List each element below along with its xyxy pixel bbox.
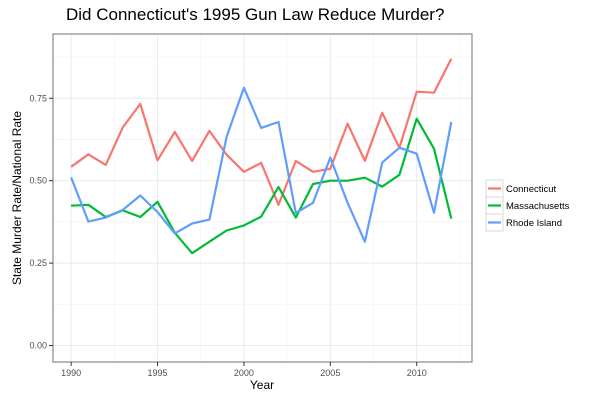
x-axis: 1990 1995 2000 2005 2010 [61, 362, 427, 378]
data-lines [70, 58, 453, 255]
x-tick-label: 2000 [234, 368, 254, 378]
x-axis-title: Year [250, 378, 274, 392]
y-tick-label: 0.25 [29, 258, 47, 268]
x-tick-label: 2005 [320, 368, 340, 378]
legend: Connecticut Massachusetts Rhode Island [485, 179, 570, 232]
chart-title: Did Connecticut's 1995 Gun Law Reduce Mu… [66, 5, 444, 24]
legend-label: Massachusetts [506, 201, 570, 212]
series-line-connecticut [70, 58, 453, 206]
legend-label: Rhode Island [506, 218, 562, 229]
x-tick-label: 1990 [61, 368, 81, 378]
y-axis-title: State Murder Rate/National Rate [10, 111, 24, 285]
plot-panel [53, 34, 472, 362]
y-tick-label: 0.00 [29, 341, 47, 351]
x-tick-label: 1995 [148, 368, 168, 378]
series-line-rhode-island [70, 86, 453, 243]
y-tick-label: 0.75 [29, 93, 47, 103]
y-tick-label: 0.50 [29, 176, 47, 186]
legend-label: Connecticut [506, 184, 557, 195]
panel-border [52, 33, 473, 363]
y-axis: 0.00 0.25 0.50 0.75 [29, 93, 53, 351]
x-tick-label: 2010 [407, 368, 427, 378]
series-line-massachusetts [71, 117, 453, 255]
